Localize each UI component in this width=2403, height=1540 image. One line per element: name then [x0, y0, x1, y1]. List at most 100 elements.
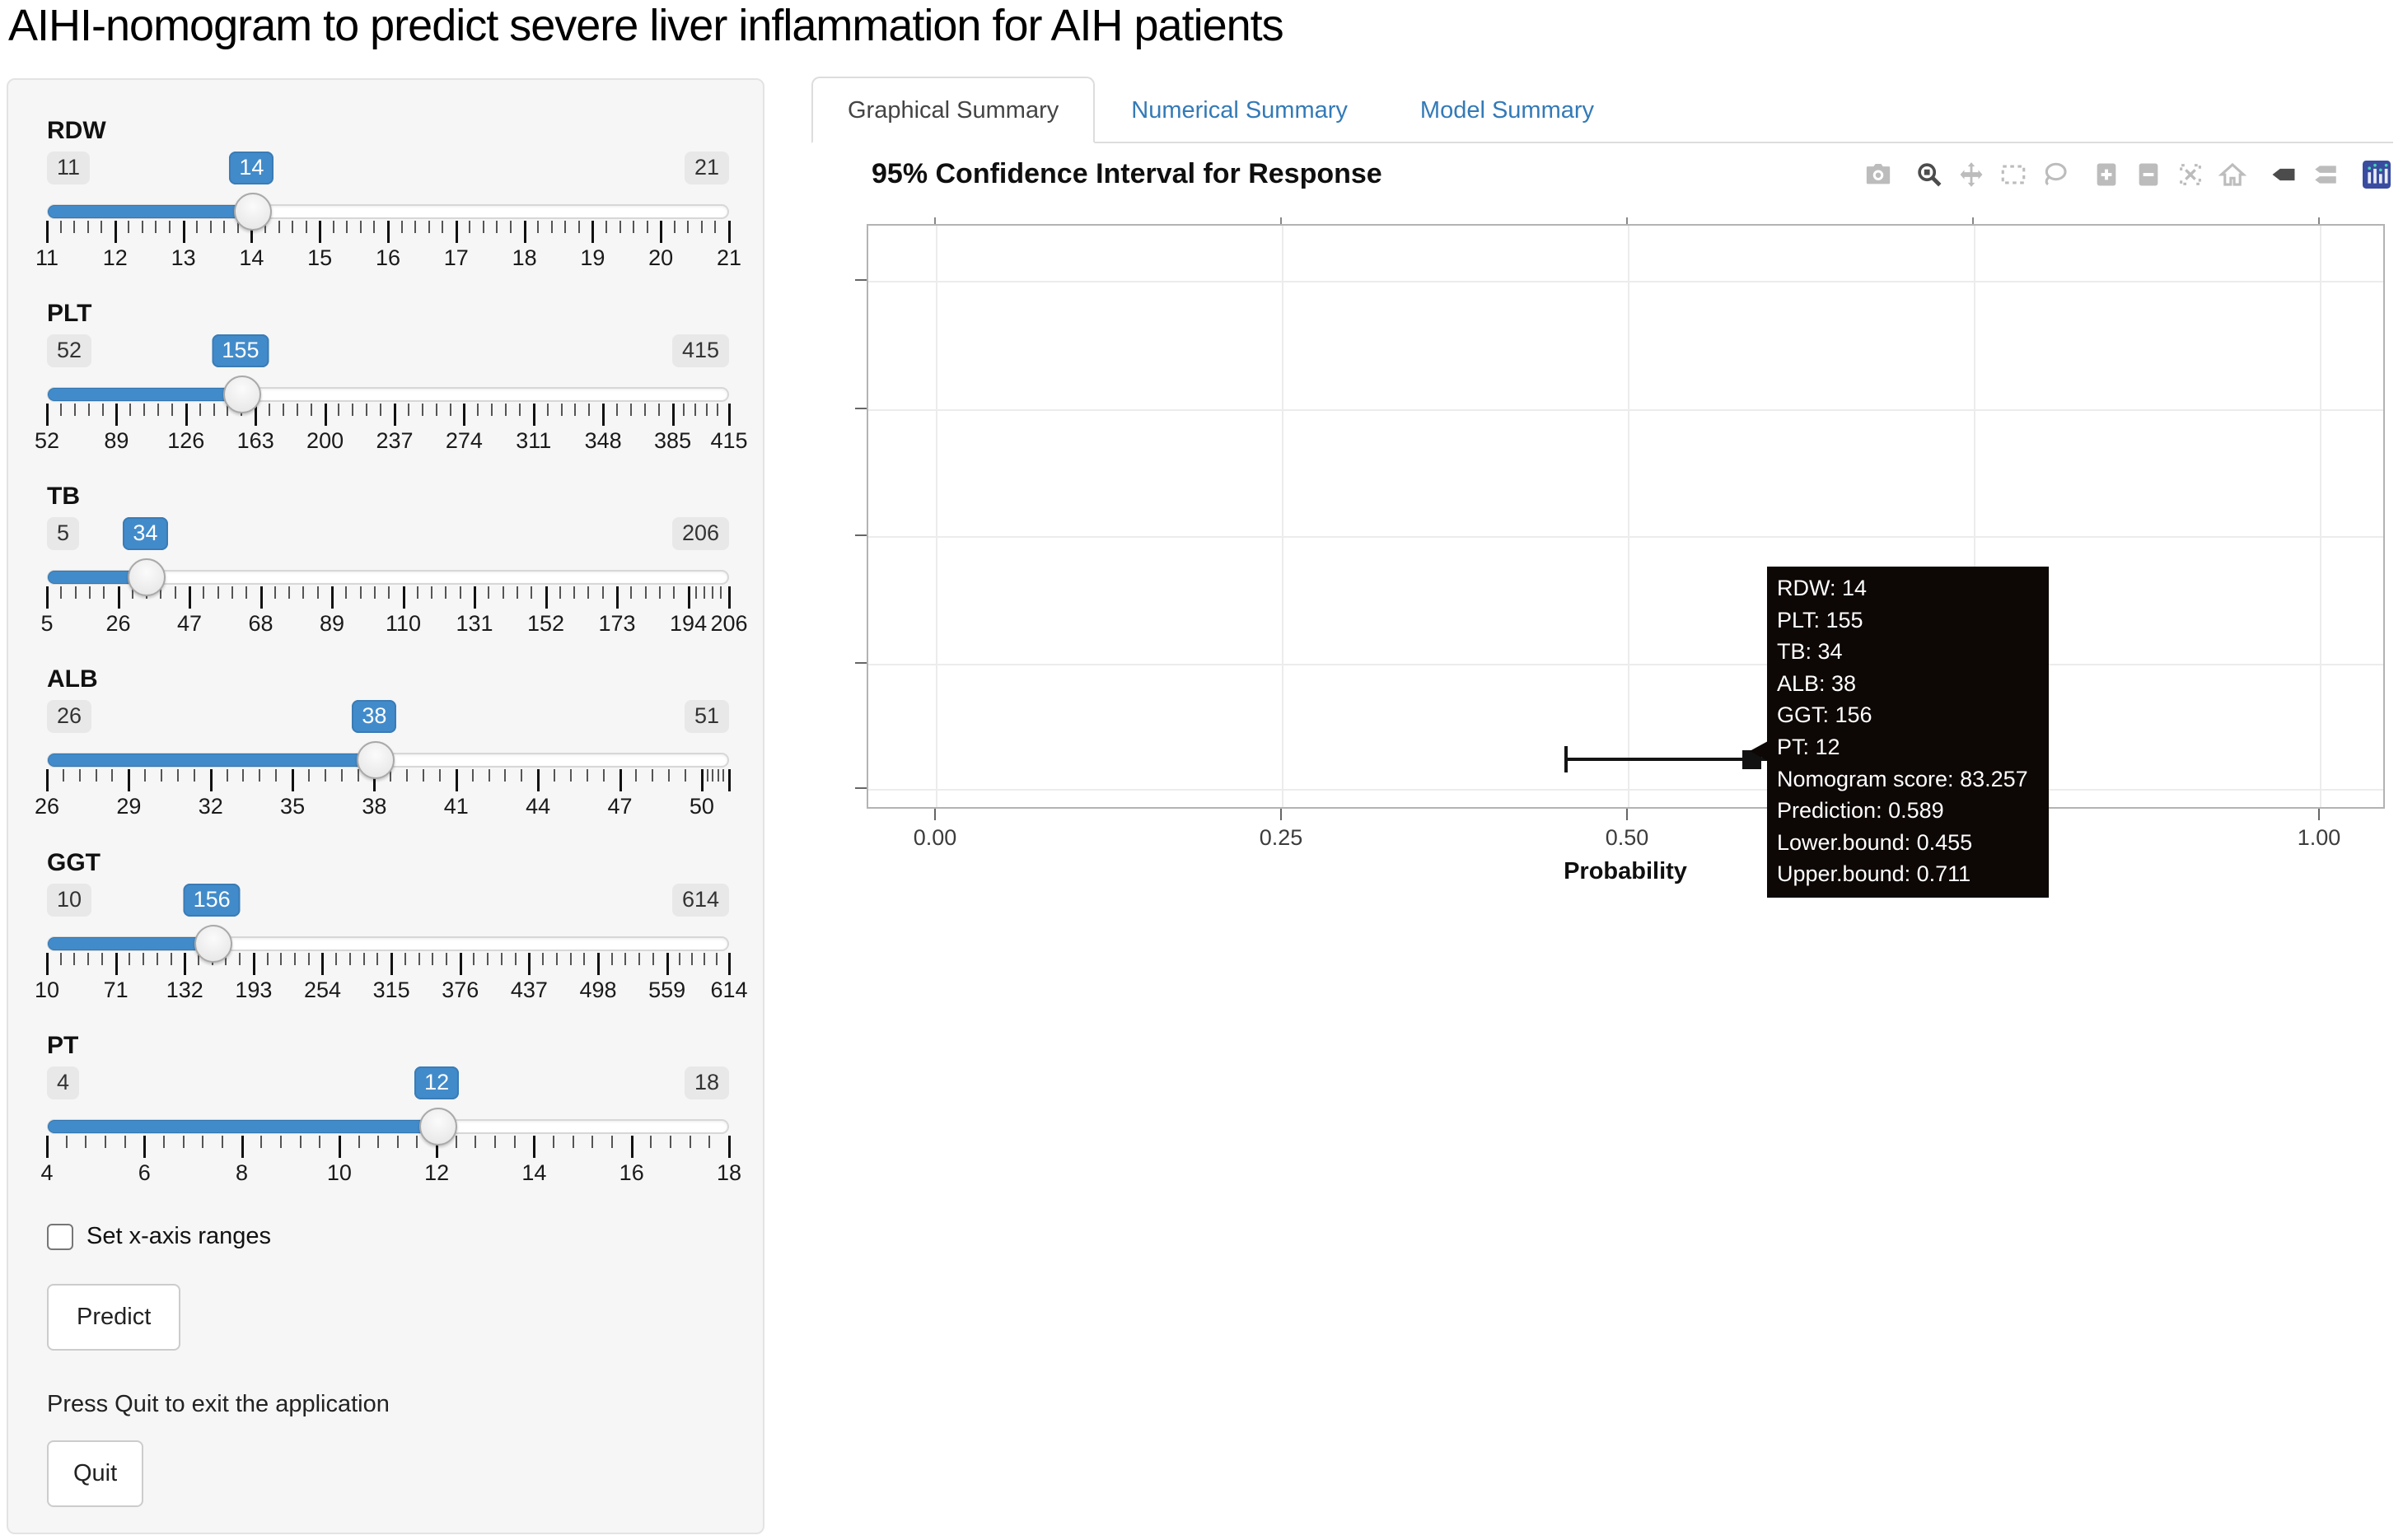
tick-minor: [129, 953, 131, 965]
tick-minor: [101, 221, 103, 233]
tick-minor: [358, 1136, 360, 1148]
tab-graphical-summary[interactable]: Graphical Summary: [811, 77, 1096, 143]
set-xaxis-checkbox[interactable]: [47, 1223, 73, 1250]
tick-major: [533, 1136, 536, 1158]
tick-major: [252, 953, 255, 975]
slider-handle[interactable]: [234, 193, 273, 231]
tick-minor: [404, 953, 406, 965]
x-axis-tick-label: 0.00: [913, 825, 957, 850]
tick-minor: [513, 1136, 516, 1148]
tick-minor: [390, 769, 392, 782]
tick-minor: [704, 586, 706, 599]
lasso-select-icon[interactable]: [2041, 160, 2070, 189]
tick-major: [331, 586, 334, 609]
tick-minor: [388, 586, 390, 599]
page-title: AIHI-nomogram to predict severe liver in…: [8, 1, 1284, 50]
autoscale-icon[interactable]: [2176, 160, 2205, 189]
tick-major: [528, 953, 531, 975]
tooltip-line: Prediction: 0.589: [1777, 798, 1944, 824]
set-xaxis-checkbox-row[interactable]: Set x-axis ranges: [47, 1223, 271, 1250]
slider-track[interactable]: [47, 558, 729, 596]
tick-minor: [169, 221, 171, 233]
tick-minor: [280, 953, 283, 965]
slider-track[interactable]: [47, 193, 729, 231]
slider-track[interactable]: [47, 741, 729, 779]
tick-major: [671, 404, 675, 426]
modebar-group: [2362, 160, 2391, 189]
tick-major: [387, 221, 390, 243]
slider-track[interactable]: [47, 1108, 729, 1146]
tick-label: 132: [166, 978, 203, 1002]
slider-track[interactable]: [47, 376, 729, 413]
reset-home-icon[interactable]: [2218, 160, 2247, 189]
hover-compare-icon[interactable]: [2311, 160, 2340, 189]
tick-minor: [203, 586, 205, 599]
hover-closest-icon[interactable]: [2269, 160, 2298, 189]
slider-track[interactable]: [47, 925, 729, 963]
tick-major: [728, 404, 731, 426]
tick-major: [46, 404, 49, 426]
tick-label: 32: [198, 794, 223, 819]
tab-model-summary[interactable]: Model Summary: [1419, 97, 1595, 124]
tick-minor: [264, 221, 266, 233]
slider-handle[interactable]: [357, 741, 395, 779]
camera-icon[interactable]: [1863, 160, 1893, 189]
tick-minor: [59, 221, 62, 233]
tick-major: [537, 769, 540, 791]
slider-max-badge: 18: [684, 1066, 729, 1099]
plot-area[interactable]: [867, 224, 2385, 809]
tick-major: [184, 953, 187, 975]
slider-handle[interactable]: [419, 1108, 458, 1146]
tick-label: 348: [584, 428, 622, 453]
tick-minor: [703, 953, 705, 965]
tick-minor: [518, 404, 521, 416]
tick-major: [292, 769, 295, 791]
quit-button[interactable]: Quit: [47, 1440, 144, 1507]
tick-minor: [279, 1136, 282, 1148]
tick-minor: [282, 404, 284, 416]
zoom-icon[interactable]: [1914, 160, 1944, 189]
zoom-in-icon[interactable]: [2092, 160, 2121, 189]
tick-minor: [449, 404, 451, 416]
tick-minor: [161, 769, 163, 782]
pan-icon[interactable]: [1957, 160, 1986, 189]
tick-minor: [157, 404, 160, 416]
tick-major: [250, 221, 254, 243]
tick-minor: [78, 769, 81, 782]
tick-minor: [586, 769, 588, 782]
tick-minor: [319, 1136, 321, 1148]
tab-numerical-summary[interactable]: Numerical Summary: [1131, 97, 1348, 124]
tick-minor: [630, 586, 633, 599]
slider-rdw: RDW 11 21 14 11 12 13 14 15 16 17 18 19 20 21: [35, 117, 741, 292]
tick-label: 15: [307, 245, 333, 270]
y-axis-tick: [855, 279, 867, 282]
tick-major: [436, 1136, 439, 1158]
x-axis-top-tick: [1280, 217, 1282, 224]
tooltip-line: TB: 34: [1777, 639, 1843, 665]
tick-label: 13: [171, 245, 196, 270]
plotly-logo-icon[interactable]: [2362, 160, 2391, 189]
slider-handle[interactable]: [194, 925, 233, 963]
tick-minor: [73, 953, 76, 965]
box-select-icon[interactable]: [1999, 160, 2028, 189]
tick-major: [474, 586, 477, 609]
tick-minor: [65, 1136, 68, 1148]
slider-max-badge: 614: [671, 884, 729, 917]
zoom-out-icon[interactable]: [2134, 160, 2163, 189]
tick-minor: [504, 769, 507, 782]
predict-button[interactable]: Predict: [47, 1284, 181, 1351]
tick-minor: [197, 953, 199, 965]
tick-major: [532, 404, 535, 426]
tooltip-line: PT: 12: [1777, 734, 1840, 759]
tick-label: 110: [386, 611, 422, 636]
tick-label: 47: [176, 611, 203, 636]
vertical-gridline: [936, 226, 937, 807]
tick-minor: [226, 769, 228, 782]
slider-handle[interactable]: [222, 376, 261, 413]
tick-major: [338, 1136, 341, 1158]
tick-minor: [307, 769, 310, 782]
y-axis-tick: [855, 534, 867, 536]
slider-handle[interactable]: [128, 558, 166, 596]
tooltip-line: Upper.bound: 0.711: [1777, 861, 1971, 887]
tick-major: [660, 221, 663, 243]
